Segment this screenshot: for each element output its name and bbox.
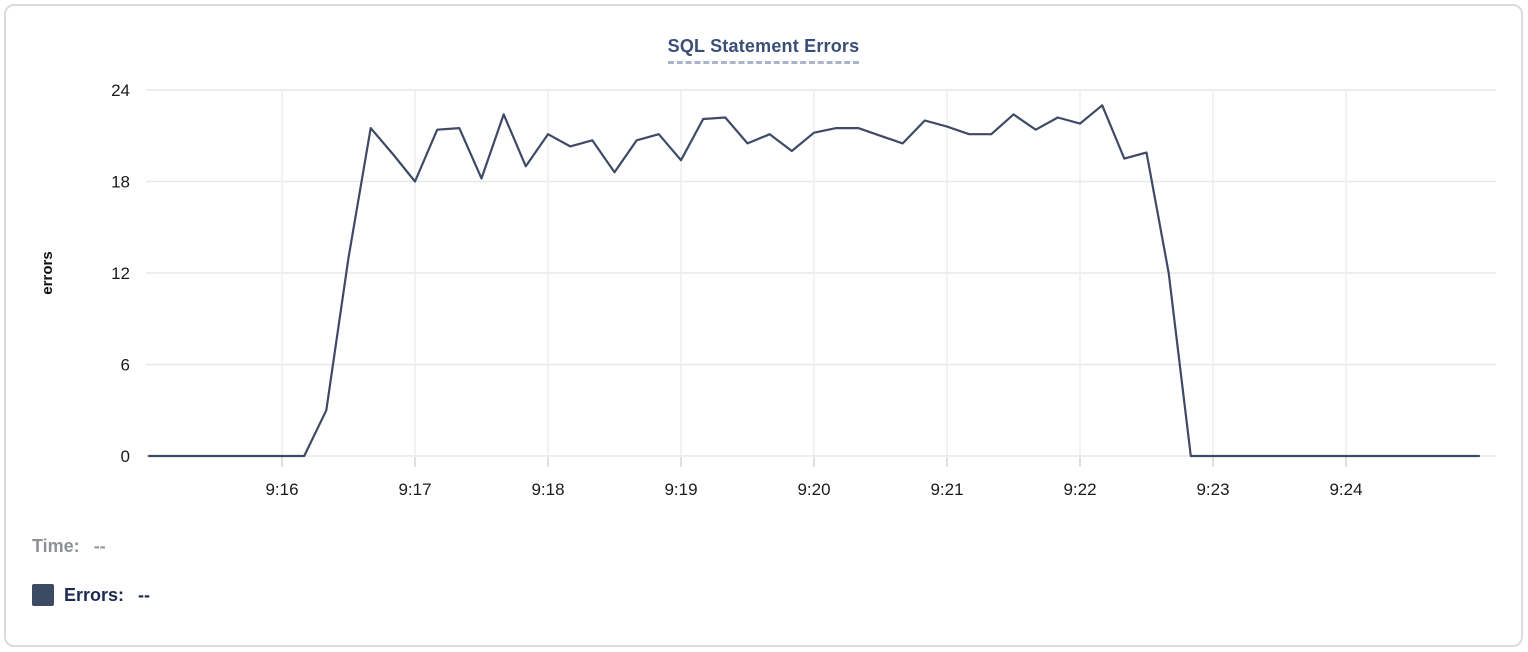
x-tick-label: 9:18: [531, 480, 564, 499]
hover-readout-time: Time: --: [32, 536, 106, 557]
errors-series-swatch: [32, 584, 54, 606]
chart-header: SQL Statement Errors: [6, 36, 1521, 64]
errors-line-chart[interactable]: 24 18 12 6 0 9:16 9:17 9:18 9:19 9:20 9:21 9:22 9:23…: [6, 6, 1528, 518]
time-label: Time:: [32, 536, 80, 556]
y-tick-label: 18: [111, 173, 130, 192]
x-tick-label: 9:17: [398, 480, 431, 499]
x-tick-label: 9:19: [664, 480, 697, 499]
x-tick-label: 9:23: [1196, 480, 1229, 499]
x-tick-label: 9:22: [1063, 480, 1096, 499]
x-tick-label: 9:21: [930, 480, 963, 499]
legend-item-errors[interactable]: Errors: --: [32, 584, 150, 606]
y-tick-label: 0: [121, 447, 130, 466]
y-tick-label: 12: [111, 264, 130, 283]
chart-panel: SQL Statement Errors 24 18 12 6 0 9:16 9:17 9:1…: [4, 4, 1523, 647]
y-axis-title: errors: [39, 251, 56, 294]
time-value: --: [93, 536, 106, 556]
errors-series-line: [147, 104, 1481, 458]
errors-value: --: [138, 584, 151, 605]
x-tick-label: 9:24: [1329, 480, 1362, 499]
x-tick-label: 9:20: [797, 480, 830, 499]
y-tick-label: 6: [121, 356, 130, 375]
errors-label: Errors:: [64, 584, 125, 605]
x-tick-label: 9:16: [265, 480, 298, 499]
chart-title[interactable]: SQL Statement Errors: [667, 36, 860, 64]
y-tick-label: 24: [111, 81, 130, 100]
